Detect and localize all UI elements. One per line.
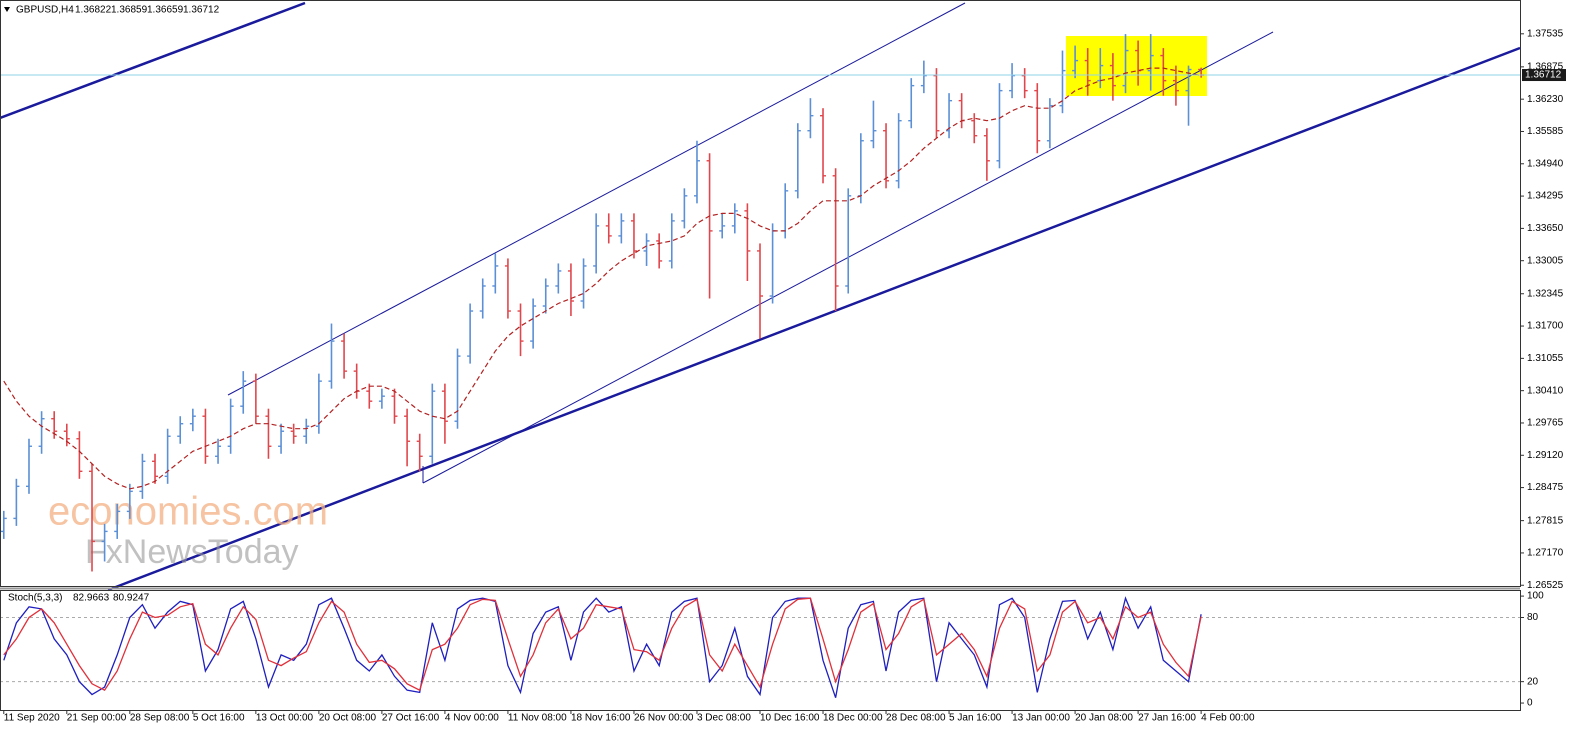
- x-tick-label: 27 Oct 16:00: [382, 713, 440, 724]
- x-tick-label: 5 Oct 16:00: [193, 713, 245, 724]
- x-tick-label: 5 Jan 16:00: [949, 713, 1002, 724]
- y-tick-label: 1.34295: [1527, 191, 1564, 202]
- x-tick-label: 28 Dec 08:00: [886, 713, 946, 724]
- y-tick-label: 1.28475: [1527, 482, 1564, 493]
- y-tick-label: 1.29765: [1527, 418, 1564, 429]
- stoch-main-value: 82.9663: [73, 593, 110, 604]
- x-tick-label: 11 Sep 2020: [4, 713, 60, 724]
- y-tick-label: 1.26525: [1527, 580, 1564, 591]
- y-tick-label: 1.34940: [1527, 158, 1564, 169]
- stoch-line: [3, 597, 1202, 692]
- y-tick-label: 1.32345: [1527, 288, 1564, 299]
- header-high: 1.36859: [111, 5, 148, 16]
- stoch-title: Stoch(5,3,3): [8, 593, 62, 604]
- header-open: 1.36822: [75, 5, 112, 16]
- y-tick-label: 80: [1527, 612, 1539, 623]
- current-price-label: 1.36712: [1525, 70, 1562, 81]
- channel-line: [227, 2, 966, 396]
- x-tick-label: 11 Nov 08:00: [508, 713, 567, 724]
- y-tick-label: 1.33005: [1527, 255, 1564, 266]
- header-low: 1.36659: [147, 5, 184, 16]
- x-tick-label: 26 Nov 00:00: [634, 713, 694, 724]
- moving-average: [3, 67, 1202, 490]
- x-tick-label: 4 Feb 00:00: [1201, 713, 1255, 724]
- watermark: FxNewsToday: [85, 533, 299, 571]
- y-tick-label: 1.29120: [1527, 450, 1564, 461]
- x-tick-label: 21 Sep 00:00: [67, 713, 127, 724]
- y-tick-label: 0: [1527, 698, 1533, 709]
- y-tick-label: 1.37535: [1527, 28, 1564, 39]
- plot-layer: [0, 34, 1520, 698]
- x-tick-label: 20 Jan 08:00: [1075, 713, 1133, 724]
- x-tick-label: 3 Dec 08:00: [697, 713, 751, 724]
- x-tick-label: 27 Jan 16:00: [1138, 713, 1196, 724]
- symbol: GBPUSD,H4: [16, 5, 74, 16]
- x-tick-label: 13 Jan 00:00: [1012, 713, 1070, 724]
- trendline: [107, 46, 1521, 592]
- y-tick-label: 1.33650: [1527, 223, 1564, 234]
- x-tick-label: 20 Oct 08:00: [319, 713, 377, 724]
- y-tick-label: 1.35585: [1527, 126, 1564, 137]
- x-tick-label: 18 Dec 00:00: [823, 713, 883, 724]
- y-tick-label: 1.31055: [1527, 353, 1564, 364]
- y-tick-label: 1.27170: [1527, 548, 1564, 559]
- x-tick-label: 10 Dec 16:00: [760, 713, 820, 724]
- trendline: [0, 1, 306, 120]
- y-tick-label: 1.36875: [1527, 62, 1564, 73]
- x-tick-label: 4 Nov 00:00: [445, 713, 499, 724]
- x-tick-label: 13 Oct 00:00: [256, 713, 314, 724]
- header-close: 1.36712: [183, 5, 220, 16]
- y-tick-label: 1.30410: [1527, 385, 1564, 396]
- watermark: economies.com: [48, 490, 328, 534]
- highlight-box: [1066, 36, 1207, 96]
- current-price-box: [1522, 69, 1566, 82]
- stoch-signal-value: 80.9247: [113, 593, 150, 604]
- y-tick-label: 100: [1527, 591, 1544, 602]
- x-tick-label: 18 Nov 16:00: [571, 713, 631, 724]
- y-tick-label: 1.31700: [1527, 321, 1564, 332]
- y-tick-label: 1.36230: [1527, 94, 1564, 105]
- y-tick-label: 20: [1527, 676, 1539, 687]
- menu-arrow[interactable]: [4, 7, 10, 12]
- y-tick-label: 1.27815: [1527, 515, 1564, 526]
- x-tick-label: 28 Sep 08:00: [130, 713, 190, 724]
